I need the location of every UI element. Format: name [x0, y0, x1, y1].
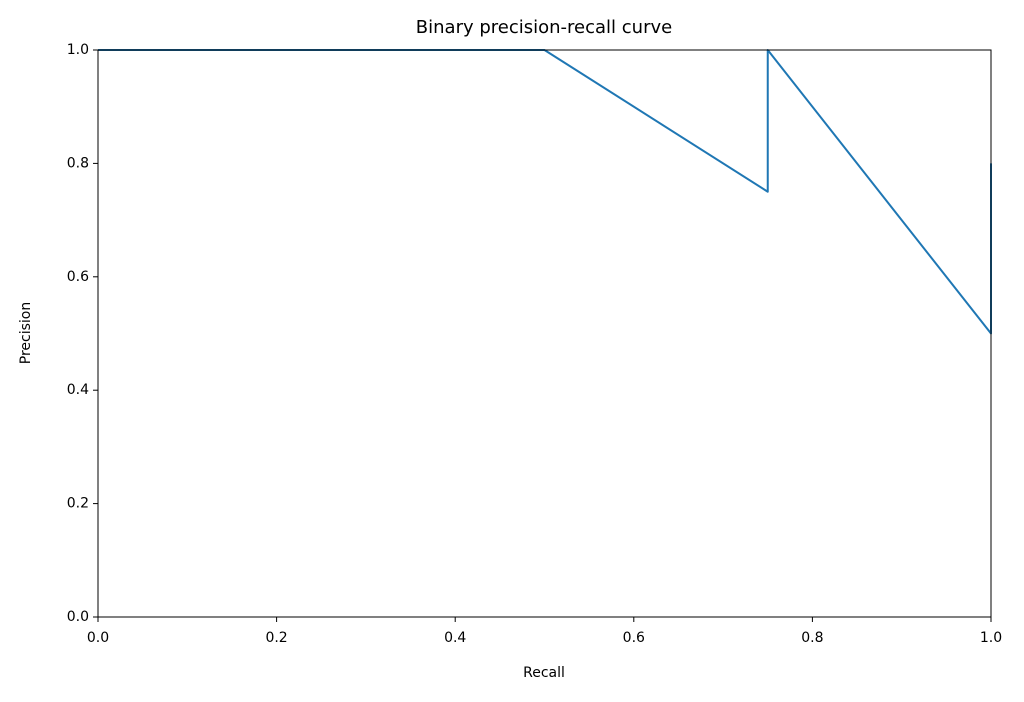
x-tick-label: 1.0: [980, 630, 1002, 646]
x-tick-label: 0.0: [87, 630, 109, 646]
y-tick-label: 0.8: [67, 155, 89, 171]
y-tick-label: 0.0: [67, 609, 89, 625]
plot-frame: [97, 49, 992, 618]
chart-title: Binary precision-recall curve: [416, 17, 672, 38]
y-axis-label: Precision: [18, 302, 34, 364]
y-tick-label: 1.0: [67, 42, 89, 58]
x-tick-label: 0.6: [623, 630, 645, 646]
x-tick-label: 0.8: [801, 630, 823, 646]
y-tick-label: 0.6: [67, 269, 89, 285]
y-tick-label: 0.4: [67, 382, 89, 398]
x-tick-label: 0.4: [444, 630, 466, 646]
y-tick-label: 0.2: [67, 496, 89, 512]
x-tick-label: 0.2: [265, 630, 287, 646]
x-axis-label: Recall: [523, 665, 565, 681]
